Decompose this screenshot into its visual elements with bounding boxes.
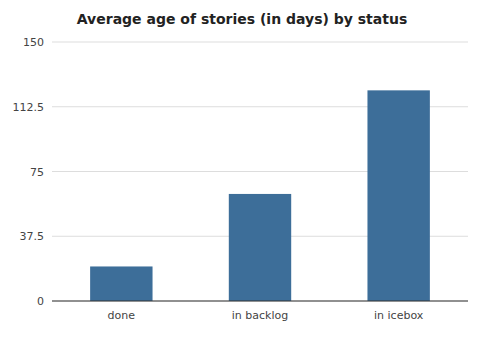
- title: Average age of stories (in days) by stat…: [77, 11, 407, 27]
- x-axis: done in backlog in icebox: [52, 301, 468, 322]
- bar: [229, 194, 291, 301]
- x-axis-line: [52, 301, 468, 302]
- bars: [90, 90, 430, 301]
- y-tick-label: 75: [30, 166, 44, 179]
- y-tick-label: 0: [37, 295, 44, 308]
- grid: [52, 42, 468, 301]
- bar: [367, 90, 429, 301]
- grid-line: [52, 301, 468, 302]
- chart-svg: Average age of stories (in days) by stat…: [0, 0, 484, 337]
- chart-container: Average age of stories (in days) by stat…: [0, 0, 484, 337]
- x-tick-label: done: [108, 309, 136, 322]
- x-tick-label: in backlog: [232, 309, 288, 322]
- y-axis: 0 37.5 75 112.5 150: [13, 36, 45, 308]
- y-tick-label: 37.5: [20, 230, 45, 243]
- bar: [90, 266, 152, 301]
- x-tick-label: in icebox: [374, 309, 424, 322]
- y-tick-label: 112.5: [13, 101, 45, 114]
- grid-line: [52, 42, 468, 43]
- y-tick-label: 150: [23, 36, 44, 49]
